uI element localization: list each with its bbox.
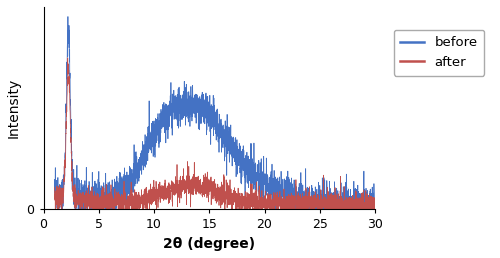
after bbox=[174, 187, 180, 190]
before bbox=[88, 201, 94, 204]
before bbox=[52, 186, 58, 189]
after bbox=[188, 182, 194, 185]
before bbox=[174, 112, 180, 115]
Legend: before, after: before, after bbox=[394, 30, 484, 76]
Y-axis label: Intensity: Intensity bbox=[7, 78, 21, 138]
X-axis label: 2θ (degree): 2θ (degree) bbox=[163, 237, 256, 251]
after bbox=[64, 56, 70, 59]
before bbox=[366, 197, 372, 200]
before bbox=[332, 190, 338, 193]
before bbox=[372, 203, 378, 206]
after bbox=[366, 201, 372, 204]
before bbox=[65, 15, 71, 18]
before bbox=[188, 98, 194, 101]
after bbox=[52, 208, 59, 211]
after bbox=[108, 204, 114, 207]
before bbox=[108, 202, 114, 205]
after bbox=[332, 208, 338, 211]
after bbox=[372, 202, 378, 205]
Line: after: after bbox=[54, 58, 375, 209]
after bbox=[88, 205, 94, 208]
Line: before: before bbox=[54, 17, 375, 209]
before bbox=[56, 208, 62, 211]
after bbox=[52, 186, 58, 189]
